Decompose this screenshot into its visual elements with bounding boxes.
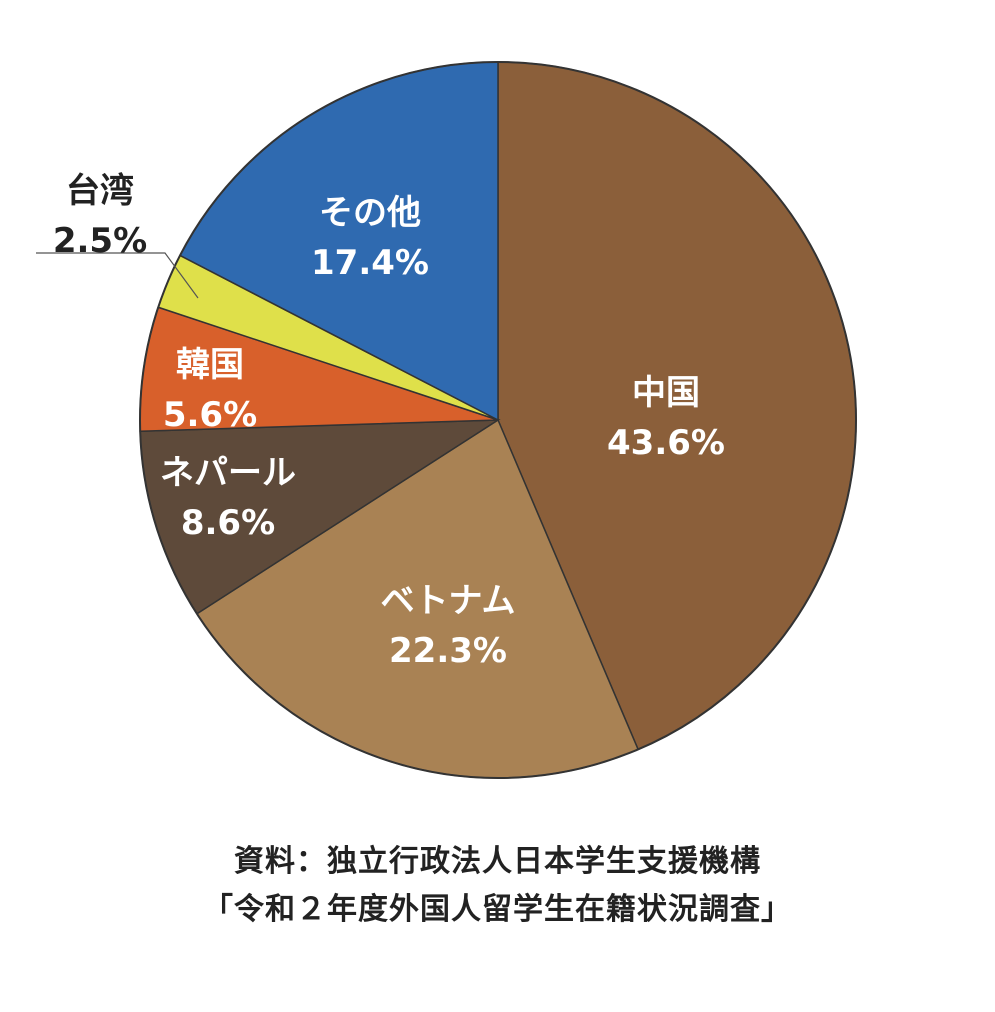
slice-value-label: 22.3% (389, 631, 507, 671)
slice-name-label: ネパール (160, 453, 296, 493)
slice-name-label: 韓国 (176, 345, 244, 385)
slice-name-label: 台湾 (66, 171, 134, 211)
slice-name-label: その他 (319, 193, 421, 233)
slice-value-label: 2.5% (53, 221, 147, 261)
source-line-1: 資料：独立行政法人日本学生支援機構 (234, 844, 761, 879)
pie-labels: 中国 43.6% ベトナム 22.3% ネパール 8.6% 韓国 5.6% 台湾 2.5% その他 1… (36, 171, 725, 671)
source-line-2: 「令和２年度外国人留学生在籍状況調査」 (203, 892, 792, 927)
pie-outline (139, 61, 857, 779)
slice-name-label: 中国 (632, 373, 700, 413)
slice-name-label: ベトナム (381, 581, 516, 621)
slice-value-label: 17.4% (311, 243, 429, 283)
slice-value-label: 43.6% (607, 423, 725, 463)
slice-value-label: 8.6% (181, 503, 275, 543)
slice-value-label: 5.6% (163, 395, 257, 435)
leader-line (36, 252, 199, 299)
pie-slices (139, 61, 857, 779)
